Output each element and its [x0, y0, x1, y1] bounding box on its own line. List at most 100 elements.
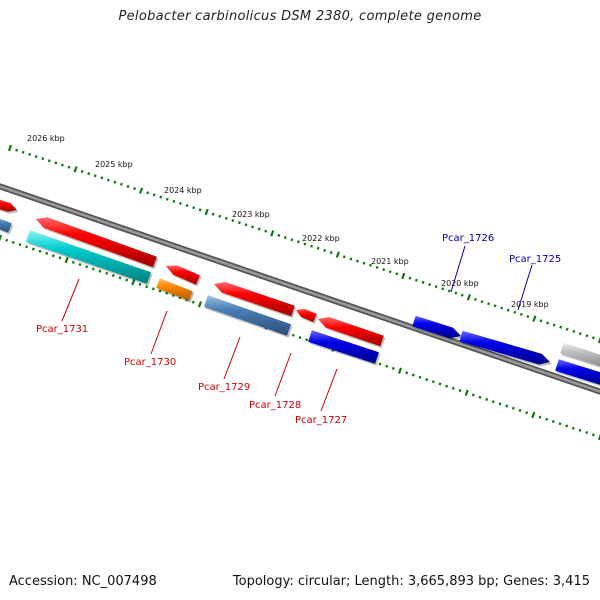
outer-minor-tick [506, 308, 510, 312]
outer-minor-tick [113, 180, 117, 184]
outer-minor-tick [454, 291, 458, 295]
outer-minor-tick [133, 186, 137, 191]
inner-minor-tick [491, 400, 495, 404]
ruler-label-2025: 2025 kbp [95, 160, 133, 169]
inner-minor-tick [571, 426, 575, 430]
inner-minor-tick [471, 393, 475, 397]
inner-minor-tick [85, 265, 89, 269]
outer-major-tick [597, 336, 600, 344]
gene-pcar-1727 [308, 330, 379, 364]
outer-minor-tick [244, 223, 248, 227]
outer-tick-ring [7, 144, 600, 344]
inner-major-tick [64, 256, 69, 264]
outer-minor-tick [224, 216, 228, 220]
outer-minor-tick [408, 276, 412, 280]
outer-minor-tick [67, 165, 71, 169]
inner-minor-tick [445, 384, 449, 388]
outer-minor-tick [591, 336, 595, 340]
genome-backbone [0, 183, 600, 395]
ruler-label-2019: 2019 kbp [511, 300, 549, 309]
topology-label: Topology: circular; Length: 3,665,893 bp… [232, 574, 590, 589]
outer-minor-tick [362, 261, 366, 265]
outer-major-tick [466, 294, 471, 301]
gene-label-pcar-1726: Pcar_1726 [442, 233, 494, 244]
ruler-label-2022: 2022 kbp [302, 234, 340, 243]
outer-minor-tick [277, 233, 281, 238]
inner-minor-tick [585, 431, 589, 435]
inner-major-tick [397, 367, 403, 374]
outer-minor-tick [487, 302, 491, 306]
outer-major-tick [335, 251, 340, 258]
outer-minor-tick [526, 314, 530, 319]
inner-minor-tick [565, 424, 569, 428]
gene-red-d [296, 308, 317, 323]
inner-minor-tick [558, 422, 562, 426]
outer-minor-tick [428, 282, 432, 287]
outer-minor-tick [316, 246, 320, 250]
inner-minor-tick [111, 274, 115, 278]
inner-major-tick [464, 389, 469, 396]
inner-minor-tick [125, 278, 129, 282]
outer-minor-tick [388, 270, 392, 274]
gene-label-pcar-1725: Pcar_1725 [509, 254, 561, 265]
inner-minor-tick [451, 386, 455, 390]
inner-minor-tick [431, 380, 435, 384]
inner-major-tick [531, 411, 536, 419]
outer-minor-tick [93, 174, 97, 178]
inner-minor-tick [138, 282, 142, 286]
outer-minor-tick [473, 297, 477, 302]
inner-minor-tick [538, 415, 542, 419]
gene-steel-left-edge [0, 218, 12, 233]
outer-major-tick [139, 187, 144, 194]
outer-minor-tick [546, 321, 550, 325]
ruler-label-2020: 2020 kbp [441, 279, 479, 288]
outer-major-tick [401, 272, 406, 280]
outer-minor-tick [447, 289, 451, 293]
inner-minor-tick [78, 262, 82, 267]
outer-minor-tick [369, 263, 373, 267]
outer-major-tick [270, 230, 275, 237]
outer-minor-tick [585, 334, 589, 338]
outer-minor-tick [159, 195, 163, 199]
inner-minor-tick [151, 287, 155, 291]
inner-minor-tick [591, 433, 595, 437]
outer-minor-tick [421, 280, 425, 284]
inner-minor-tick [165, 291, 169, 295]
outer-minor-tick [192, 206, 196, 210]
outer-minor-tick [565, 327, 569, 331]
inner-minor-tick [458, 389, 462, 393]
outer-minor-tick [296, 240, 300, 244]
outer-major-tick [204, 208, 209, 216]
outer-minor-tick [152, 193, 156, 197]
inner-major-tick [131, 279, 136, 286]
inner-minor-tick [18, 243, 22, 247]
ruler-label-2023: 2023 kbp [232, 210, 270, 219]
inner-minor-tick [118, 276, 122, 280]
gene-red-a [36, 217, 157, 268]
gene-label-pcar-1731: Pcar_1731 [36, 324, 88, 335]
outer-minor-tick [119, 182, 123, 186]
gene-red-b [166, 265, 200, 285]
gene-pcar-1730 [156, 278, 193, 301]
gene-label-pcar-1727: Pcar_1727 [295, 415, 347, 426]
inner-minor-tick [45, 251, 49, 256]
outer-minor-tick [342, 255, 346, 259]
outer-minor-tick [146, 191, 150, 195]
inner-minor-tick [545, 417, 549, 421]
inner-minor-tick [378, 362, 382, 366]
inner-minor-tick [298, 335, 302, 340]
outer-minor-tick [552, 323, 556, 327]
inner-minor-tick [518, 408, 522, 413]
outer-minor-tick [500, 306, 504, 310]
outer-minor-tick [323, 248, 327, 252]
gene-label-pcar-1729: Pcar_1729 [198, 382, 250, 393]
outer-minor-tick [329, 250, 333, 255]
outer-minor-tick [414, 278, 418, 282]
ruler-label-2024: 2024 kbp [164, 186, 202, 195]
inner-minor-tick [305, 338, 309, 342]
map-title: Pelobacter carbinolicus DSM 2380, comple… [118, 9, 482, 24]
inner-minor-tick [5, 238, 9, 242]
inner-minor-tick [31, 247, 35, 251]
inner-minor-tick [291, 333, 295, 337]
